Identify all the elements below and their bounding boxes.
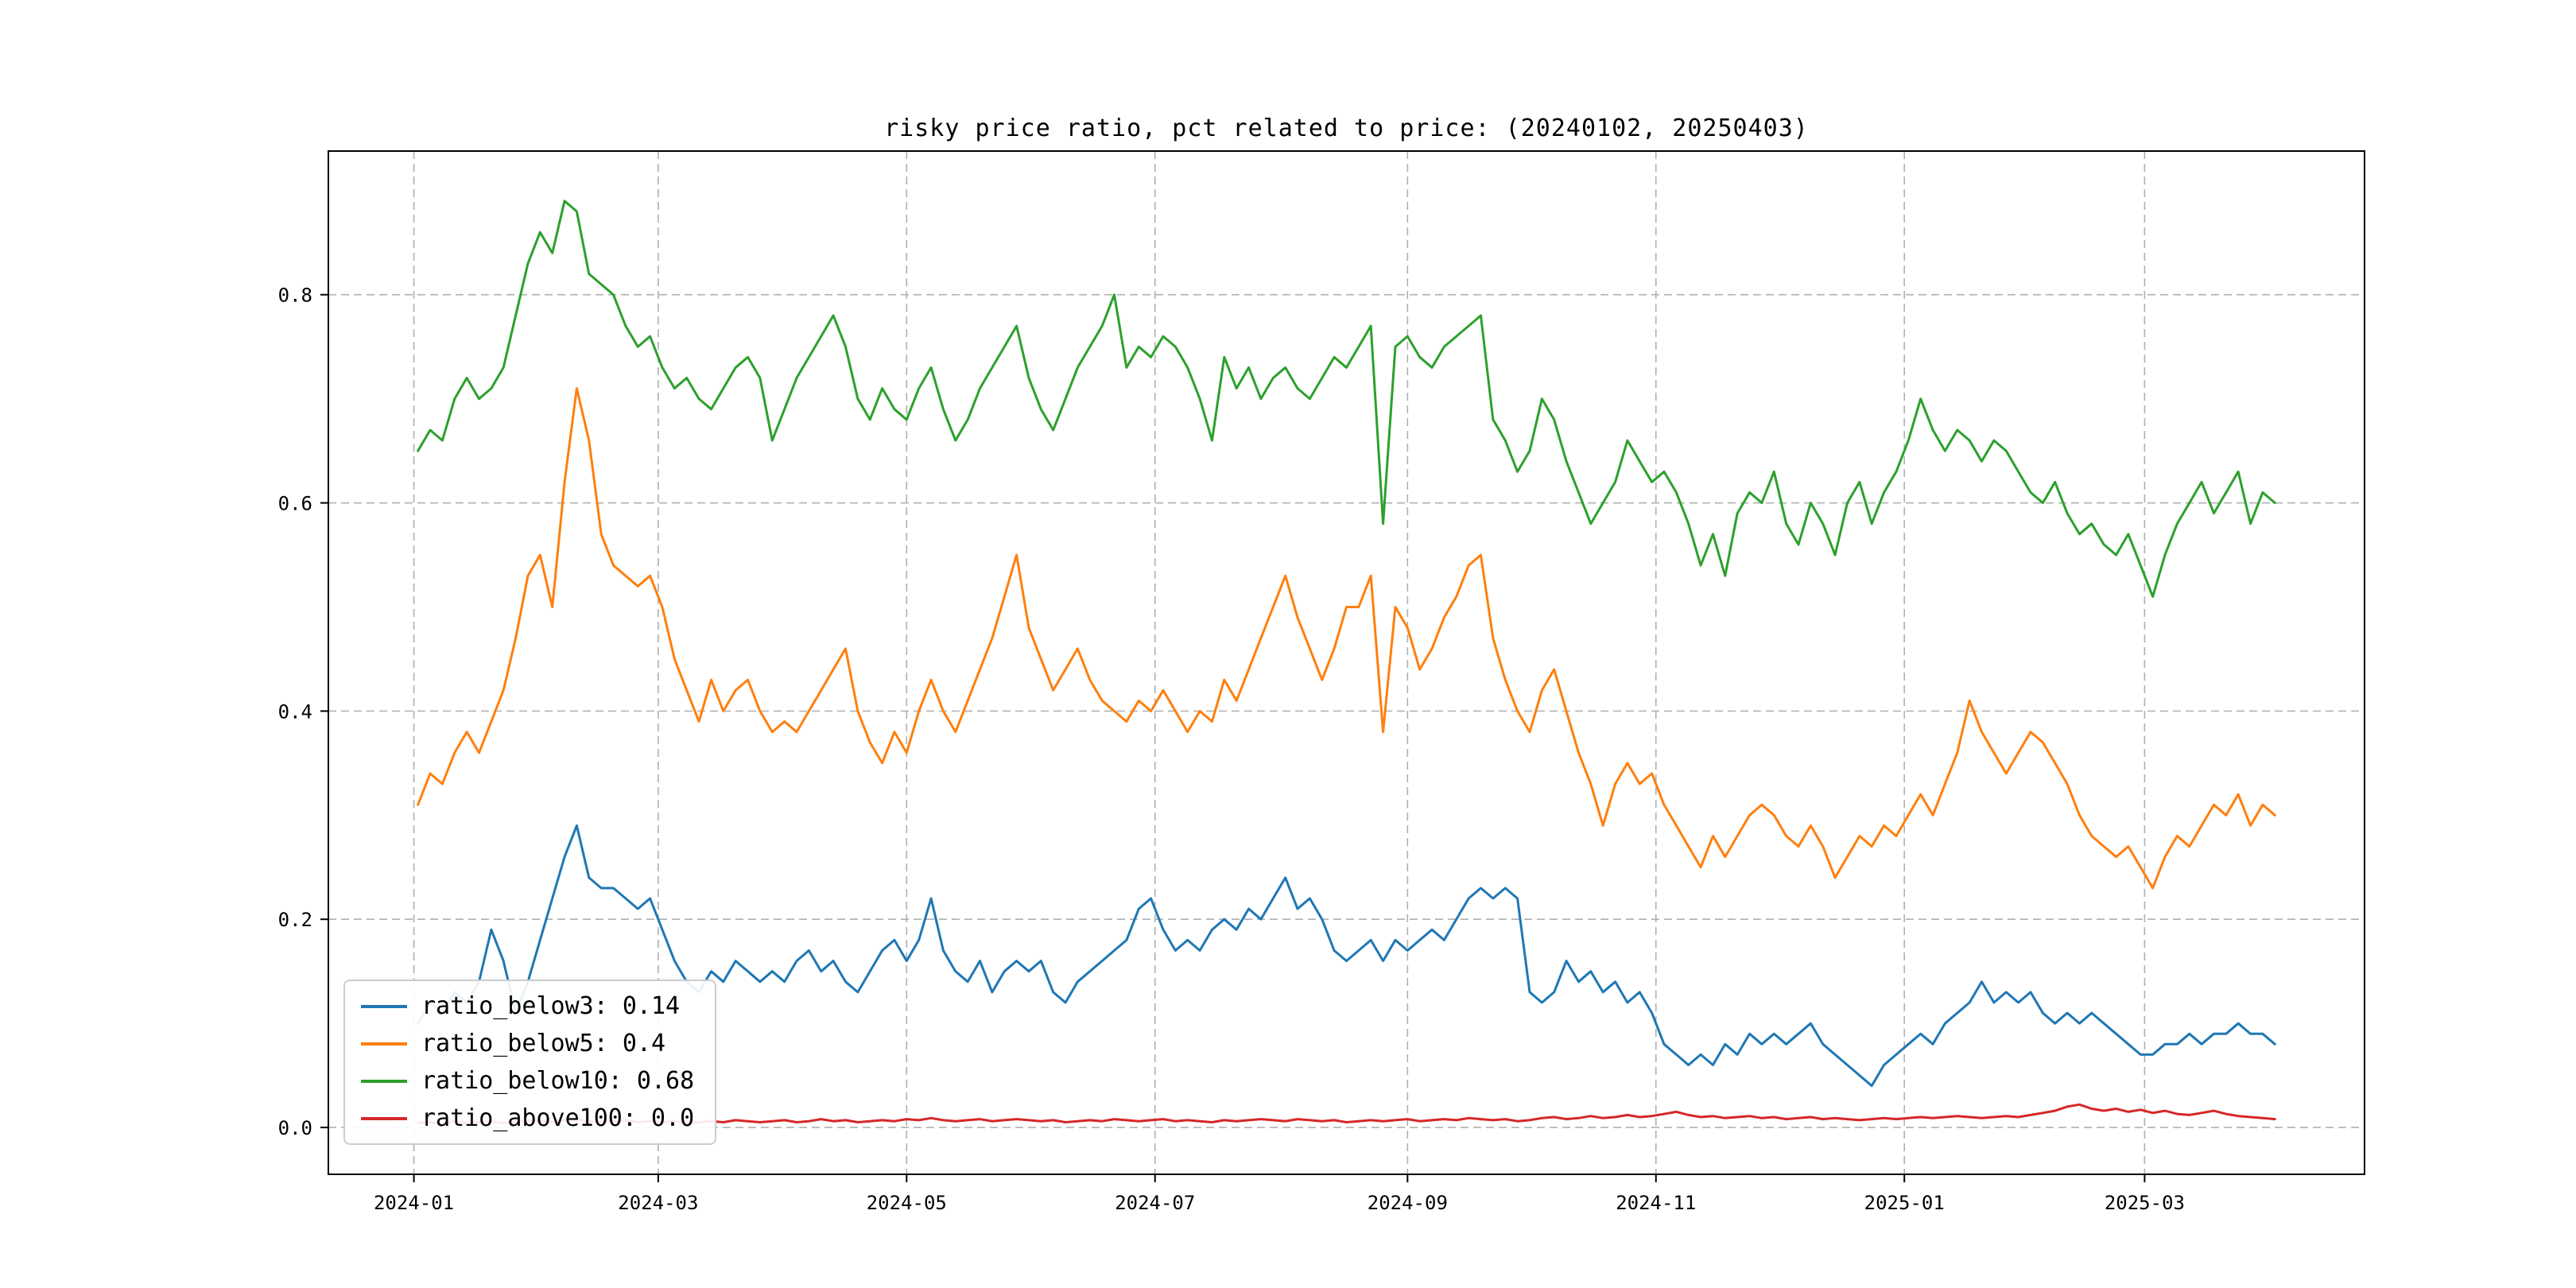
legend-item-ratio_above100: ratio_above100: 0.0 xyxy=(361,1104,694,1132)
x-tick-label: 2024-09 xyxy=(1368,1192,1448,1214)
x-tick-label: 2024-05 xyxy=(867,1192,947,1214)
legend-label: ratio_below10: 0.68 xyxy=(421,1067,695,1095)
x-tick-label: 2024-11 xyxy=(1616,1192,1696,1214)
x-tick-label: 2025-01 xyxy=(1864,1192,1945,1214)
x-tick-label: 2024-07 xyxy=(1115,1192,1195,1214)
series-line-ratio_below10 xyxy=(417,200,2276,598)
legend-label: ratio_below5: 0.4 xyxy=(421,1030,666,1057)
legend-item-ratio_below3: ratio_below3: 0.14 xyxy=(361,992,694,1020)
x-tick-label: 2024-01 xyxy=(374,1192,454,1214)
legend-label: ratio_above100: 0.0 xyxy=(421,1104,695,1132)
series-line-ratio_above100 xyxy=(417,1103,2276,1126)
legend: ratio_below3: 0.14 ratio_below5: 0.4 ratio… xyxy=(343,980,717,1145)
legend-line-swatch xyxy=(361,1079,407,1083)
y-tick-label: 0.8 xyxy=(278,285,312,307)
legend-line-swatch xyxy=(361,1116,407,1120)
legend-label: ratio_below3: 0.14 xyxy=(421,992,681,1020)
chart-title: risky price ratio, pct related to price:… xyxy=(884,114,1809,142)
y-tick-label: 0.4 xyxy=(278,700,312,723)
legend-line-swatch xyxy=(361,1042,407,1046)
series-line-ratio_below3 xyxy=(417,824,2276,1088)
y-tick-label: 0.6 xyxy=(278,493,312,515)
x-tick-label: 2025-03 xyxy=(2105,1192,2185,1214)
legend-item-ratio_below10: ratio_below10: 0.68 xyxy=(361,1067,694,1095)
x-tick-label: 2024-03 xyxy=(618,1192,698,1214)
legend-line-swatch xyxy=(361,1004,407,1008)
y-tick-label: 0.0 xyxy=(278,1117,312,1139)
y-tick-label: 0.2 xyxy=(278,909,312,931)
series-line-ratio_below5 xyxy=(417,387,2276,890)
legend-item-ratio_below5: ratio_below5: 0.4 xyxy=(361,1030,694,1057)
plot-border xyxy=(328,150,2365,1175)
